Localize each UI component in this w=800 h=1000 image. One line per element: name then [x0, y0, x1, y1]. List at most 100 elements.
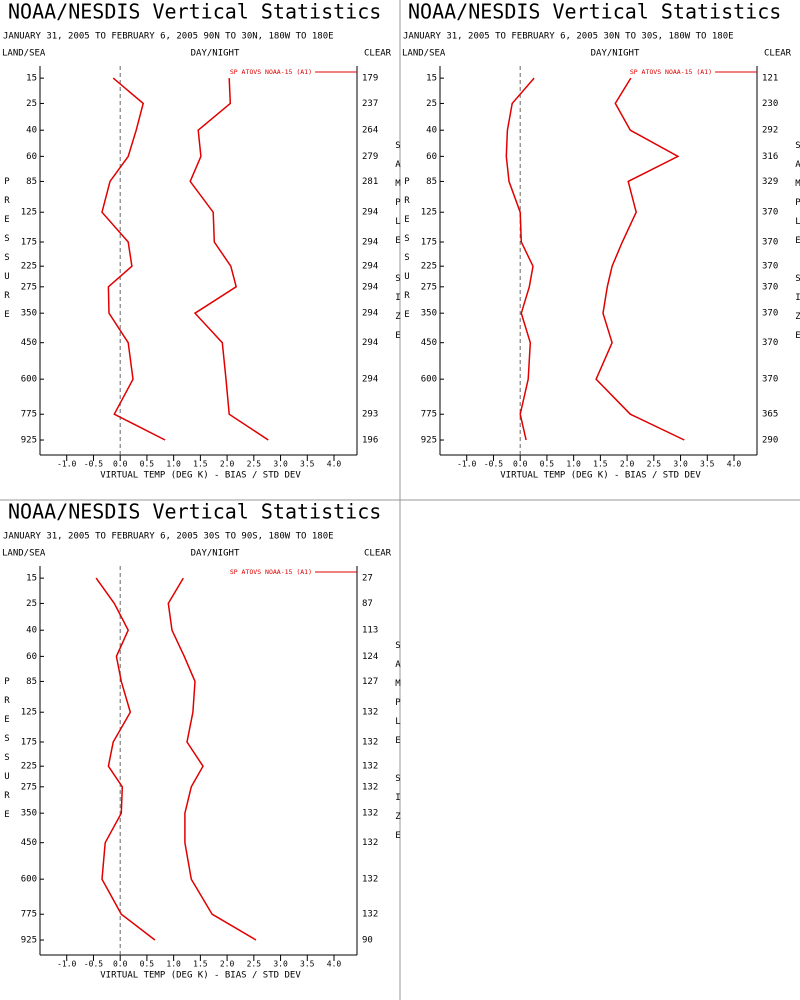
y-tick-label: 15	[26, 574, 37, 584]
sample-size-label: 294	[362, 208, 378, 218]
sample-size-label: 293	[362, 410, 378, 420]
sample-size-label: 370	[762, 238, 778, 248]
header-center: DAY/NIGHT	[191, 49, 240, 59]
sample-size-label: 132	[362, 762, 378, 772]
x-tick-label: 2.0	[220, 960, 235, 969]
y-tick-label: 925	[21, 436, 37, 446]
x-tick-label: -1.0	[57, 960, 76, 969]
sample-size-label: 132	[362, 782, 378, 792]
y-tick-label: 40	[26, 126, 37, 136]
std-dev-line	[189, 78, 269, 441]
x-tick-label: 1.5	[193, 460, 208, 469]
y-tick-label: 275	[421, 282, 437, 292]
x-axis-label: VIRTUAL TEMP (DEG K) - BIAS / STD DEV	[100, 471, 301, 481]
sample-size-label: 124	[362, 652, 378, 662]
sample-size-label: 292	[762, 126, 778, 136]
sample-size-label: 230	[762, 99, 778, 109]
sample-size-label: 316	[762, 152, 778, 162]
x-tick-label: 0.0	[513, 460, 528, 469]
x-tick-label: 0.5	[140, 960, 155, 969]
sample-size-label: 132	[362, 910, 378, 920]
sample-size-label: 113	[362, 626, 378, 636]
chart-title: NOAA/NESDIS Vertical Statistics	[8, 0, 381, 24]
sample-size-label: 370	[762, 375, 778, 385]
y-tick-label: 600	[21, 875, 37, 885]
sample-size-label: 294	[362, 375, 378, 385]
x-tick-label: 3.5	[300, 960, 315, 969]
x-tick-label: 2.5	[647, 460, 662, 469]
x-tick-label: -0.5	[484, 460, 503, 469]
header-right: CLEAR	[764, 49, 792, 59]
x-tick-label: 3.0	[673, 460, 688, 469]
sample-size-label: 290	[762, 436, 778, 446]
y2-axis-label: SAMPLE SIZE	[793, 141, 800, 350]
sample-size-label: 294	[362, 238, 378, 248]
header-left: LAND/SEA	[2, 549, 46, 559]
x-tick-label: 3.5	[300, 460, 315, 469]
sample-size-label: 121	[762, 74, 778, 84]
y-tick-label: 450	[421, 338, 437, 348]
chart-subtitle: JANUARY 31, 2005 TO FEBRUARY 6, 2005 30N…	[403, 32, 734, 42]
std-dev-line	[167, 577, 257, 941]
sample-size-label: 27	[362, 574, 373, 584]
y-tick-label: 275	[21, 282, 37, 292]
y-axis-label: PRESSURE	[402, 177, 412, 329]
x-tick-label: 1.5	[593, 460, 608, 469]
x-tick-label: 1.5	[193, 960, 208, 969]
x-tick-label: 4.0	[727, 460, 742, 469]
chart-title: NOAA/NESDIS Vertical Statistics	[8, 500, 381, 524]
chart-subtitle: JANUARY 31, 2005 TO FEBRUARY 6, 2005 30S…	[3, 532, 334, 542]
y-tick-label: 600	[421, 375, 437, 385]
legend-label: SP ATOVS NOAA-15 (A1)	[230, 568, 312, 576]
sample-size-label: 237	[362, 99, 378, 109]
x-tick-label: 3.0	[273, 460, 288, 469]
sample-size-label: 132	[362, 809, 378, 819]
chart-title: NOAA/NESDIS Vertical Statistics	[408, 0, 781, 24]
y-tick-label: 85	[26, 177, 37, 187]
sample-size-label: 294	[362, 282, 378, 292]
y-tick-label: 125	[421, 208, 437, 218]
y-tick-label: 225	[21, 262, 37, 272]
sample-size-label: 294	[362, 338, 378, 348]
sample-size-label: 294	[362, 262, 378, 272]
header-right: CLEAR	[364, 49, 392, 59]
y-tick-label: 175	[421, 238, 437, 248]
sample-size-label: 370	[762, 338, 778, 348]
y-axis-label: PRESSURE	[2, 677, 12, 829]
x-tick-label: 1.0	[166, 960, 181, 969]
sample-size-label: 179	[362, 74, 378, 84]
bias-line	[101, 77, 166, 441]
chart-panel: NOAA/NESDIS Vertical Statistics JANUARY 3…	[2, 0, 392, 481]
y-tick-label: 775	[21, 910, 37, 920]
sample-size-label: 294	[362, 309, 378, 319]
y-tick-label: 775	[21, 410, 37, 420]
x-tick-label: -0.5	[84, 460, 103, 469]
y-tick-label: 85	[26, 677, 37, 687]
bias-line	[95, 577, 156, 941]
y-tick-label: 60	[426, 152, 437, 162]
header-left: LAND/SEA	[402, 49, 446, 59]
y-tick-label: 350	[421, 309, 437, 319]
x-tick-label: 4.0	[327, 460, 342, 469]
y-tick-label: 775	[421, 410, 437, 420]
y-tick-label: 275	[21, 782, 37, 792]
x-tick-label: -0.5	[84, 960, 103, 969]
y-tick-label: 25	[426, 99, 437, 109]
y-tick-label: 15	[26, 74, 37, 84]
y-tick-label: 15	[426, 74, 437, 84]
sample-size-label: 264	[362, 126, 378, 136]
y-tick-label: 85	[426, 177, 437, 187]
y-tick-label: 40	[426, 126, 437, 136]
x-tick-label: 2.0	[620, 460, 635, 469]
sample-size-label: 370	[762, 282, 778, 292]
y-tick-label: 40	[26, 626, 37, 636]
sample-size-label: 132	[362, 738, 378, 748]
x-tick-label: -1.0	[57, 460, 76, 469]
std-dev-line	[595, 77, 685, 441]
sample-size-label: 279	[362, 152, 378, 162]
y-tick-label: 225	[21, 762, 37, 772]
sample-size-label: 132	[362, 838, 378, 848]
header-right: CLEAR	[364, 549, 392, 559]
sample-size-label: 132	[362, 875, 378, 885]
